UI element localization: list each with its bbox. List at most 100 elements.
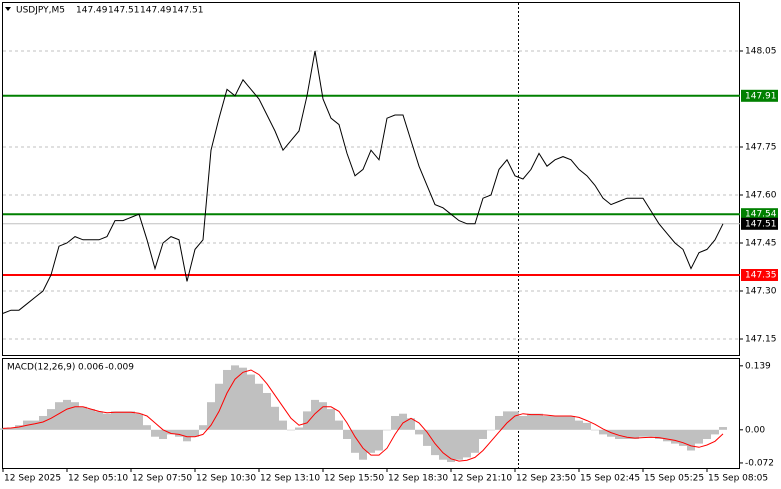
macd-bar [199, 425, 207, 430]
macd-bar [111, 411, 119, 430]
y-tick-label: 147.30 [745, 287, 777, 297]
macd-bar [671, 429, 679, 444]
macd-bar [143, 425, 151, 430]
macd-bar [47, 409, 55, 430]
macd-bar [495, 415, 503, 430]
macd-bar [7, 427, 15, 430]
macd-bar [383, 429, 391, 431]
ohlc-value: 147.51 [108, 6, 140, 16]
macd-bar [511, 411, 519, 430]
macd-bar [263, 392, 271, 430]
ohlc-value: 147.49 [76, 6, 108, 16]
macd-bar [551, 415, 559, 430]
macd-bar [127, 411, 135, 430]
macd-bar [231, 365, 239, 430]
macd-bar [535, 413, 543, 430]
macd-bar [343, 429, 351, 440]
price-line [2, 50, 724, 314]
macd-bar [207, 402, 215, 430]
x-tick-label: 12 Sep 2025 [4, 474, 61, 484]
macd-bar [463, 429, 471, 458]
macd-bar [471, 429, 479, 453]
macd-bar [719, 427, 727, 430]
ohlc-value: 147.49 [140, 6, 172, 16]
macd-bar [335, 420, 343, 430]
macd-bar [183, 429, 191, 442]
level-label-box [741, 89, 778, 102]
macd-bar [655, 429, 663, 440]
macd-bar [487, 429, 495, 431]
macd-bar [631, 429, 639, 440]
macd-bar [295, 427, 303, 430]
macd-bar [415, 429, 423, 435]
symbol-title: USDJPY,M5 [16, 6, 65, 16]
macd-bar [711, 429, 719, 435]
y-tick-label: 0.139 [745, 361, 771, 371]
y-tick-label: 147.60 [745, 191, 777, 201]
macd-value: 0.006 [78, 363, 104, 373]
macd-bar [367, 429, 375, 453]
macd-bar [375, 429, 383, 451]
x-tick-label: 12 Sep 05:10 [68, 474, 128, 484]
x-tick-label: 15 Sep 02:45 [580, 474, 640, 484]
x-tick-label: 12 Sep 13:10 [260, 474, 320, 484]
macd-bar [303, 411, 311, 430]
macd-bar [63, 399, 71, 430]
macd-bar [239, 367, 247, 430]
macd-bar [359, 429, 367, 460]
macd-bar [447, 429, 455, 463]
x-tick-label: 15 Sep 05:25 [644, 474, 704, 484]
macd-bar [639, 429, 647, 437]
macd-bar [327, 409, 335, 430]
macd-bar [615, 429, 623, 440]
x-tick-label: 12 Sep 21:10 [452, 474, 512, 484]
macd-bar [591, 429, 599, 431]
macd-bar [319, 402, 327, 430]
x-tick-label: 12 Sep 18:30 [388, 474, 448, 484]
y-tick-label: 147.45 [745, 239, 777, 249]
macd-bar [679, 429, 687, 446]
macd-bar [175, 429, 183, 437]
x-tick-label: 12 Sep 10:30 [196, 474, 256, 484]
menu-arrow [5, 7, 11, 11]
macd-bar [0, 428, 7, 430]
macd-bar [31, 420, 39, 430]
y-tick-label: 147.15 [745, 335, 777, 345]
macd-bar [71, 402, 79, 430]
macd-bar [247, 374, 255, 430]
ohlc-value: 147.51 [172, 6, 204, 16]
y-tick-label: -0.072 [745, 458, 774, 468]
macd-bar [103, 413, 111, 430]
macd-panel [2, 358, 740, 469]
level-label-box [741, 208, 778, 221]
macd-bar [543, 415, 551, 430]
macd-title: MACD(12,26,9) [7, 363, 75, 373]
macd-bar [439, 429, 447, 460]
macd-bar [567, 415, 575, 430]
y-tick-label: 147.75 [745, 143, 777, 153]
macd-bar [287, 429, 295, 431]
macd-bar [279, 420, 287, 430]
macd-bar [455, 429, 463, 460]
macd-bar [559, 415, 567, 430]
price-panel [2, 2, 740, 356]
macd-bar [351, 429, 359, 453]
macd-bar [55, 402, 63, 430]
signal-line [2, 369, 724, 462]
macd-bar [703, 429, 711, 440]
x-tick-label: 12 Sep 07:50 [132, 474, 192, 484]
y-tick-label: 0.00 [745, 425, 765, 435]
x-tick-label: 12 Sep 15:50 [324, 474, 384, 484]
macd-bar [607, 429, 615, 437]
signal-value: -0.009 [105, 363, 134, 373]
macd-bar [151, 429, 159, 437]
macd-bar [191, 429, 199, 437]
macd-bar [135, 413, 143, 430]
macd-bar [223, 369, 231, 430]
current-price-box [741, 217, 778, 230]
y-tick-label: 148.05 [745, 47, 777, 57]
macd-bar [167, 429, 175, 435]
current-price-label: 147.51 [745, 219, 777, 229]
macd-bar [479, 429, 487, 440]
